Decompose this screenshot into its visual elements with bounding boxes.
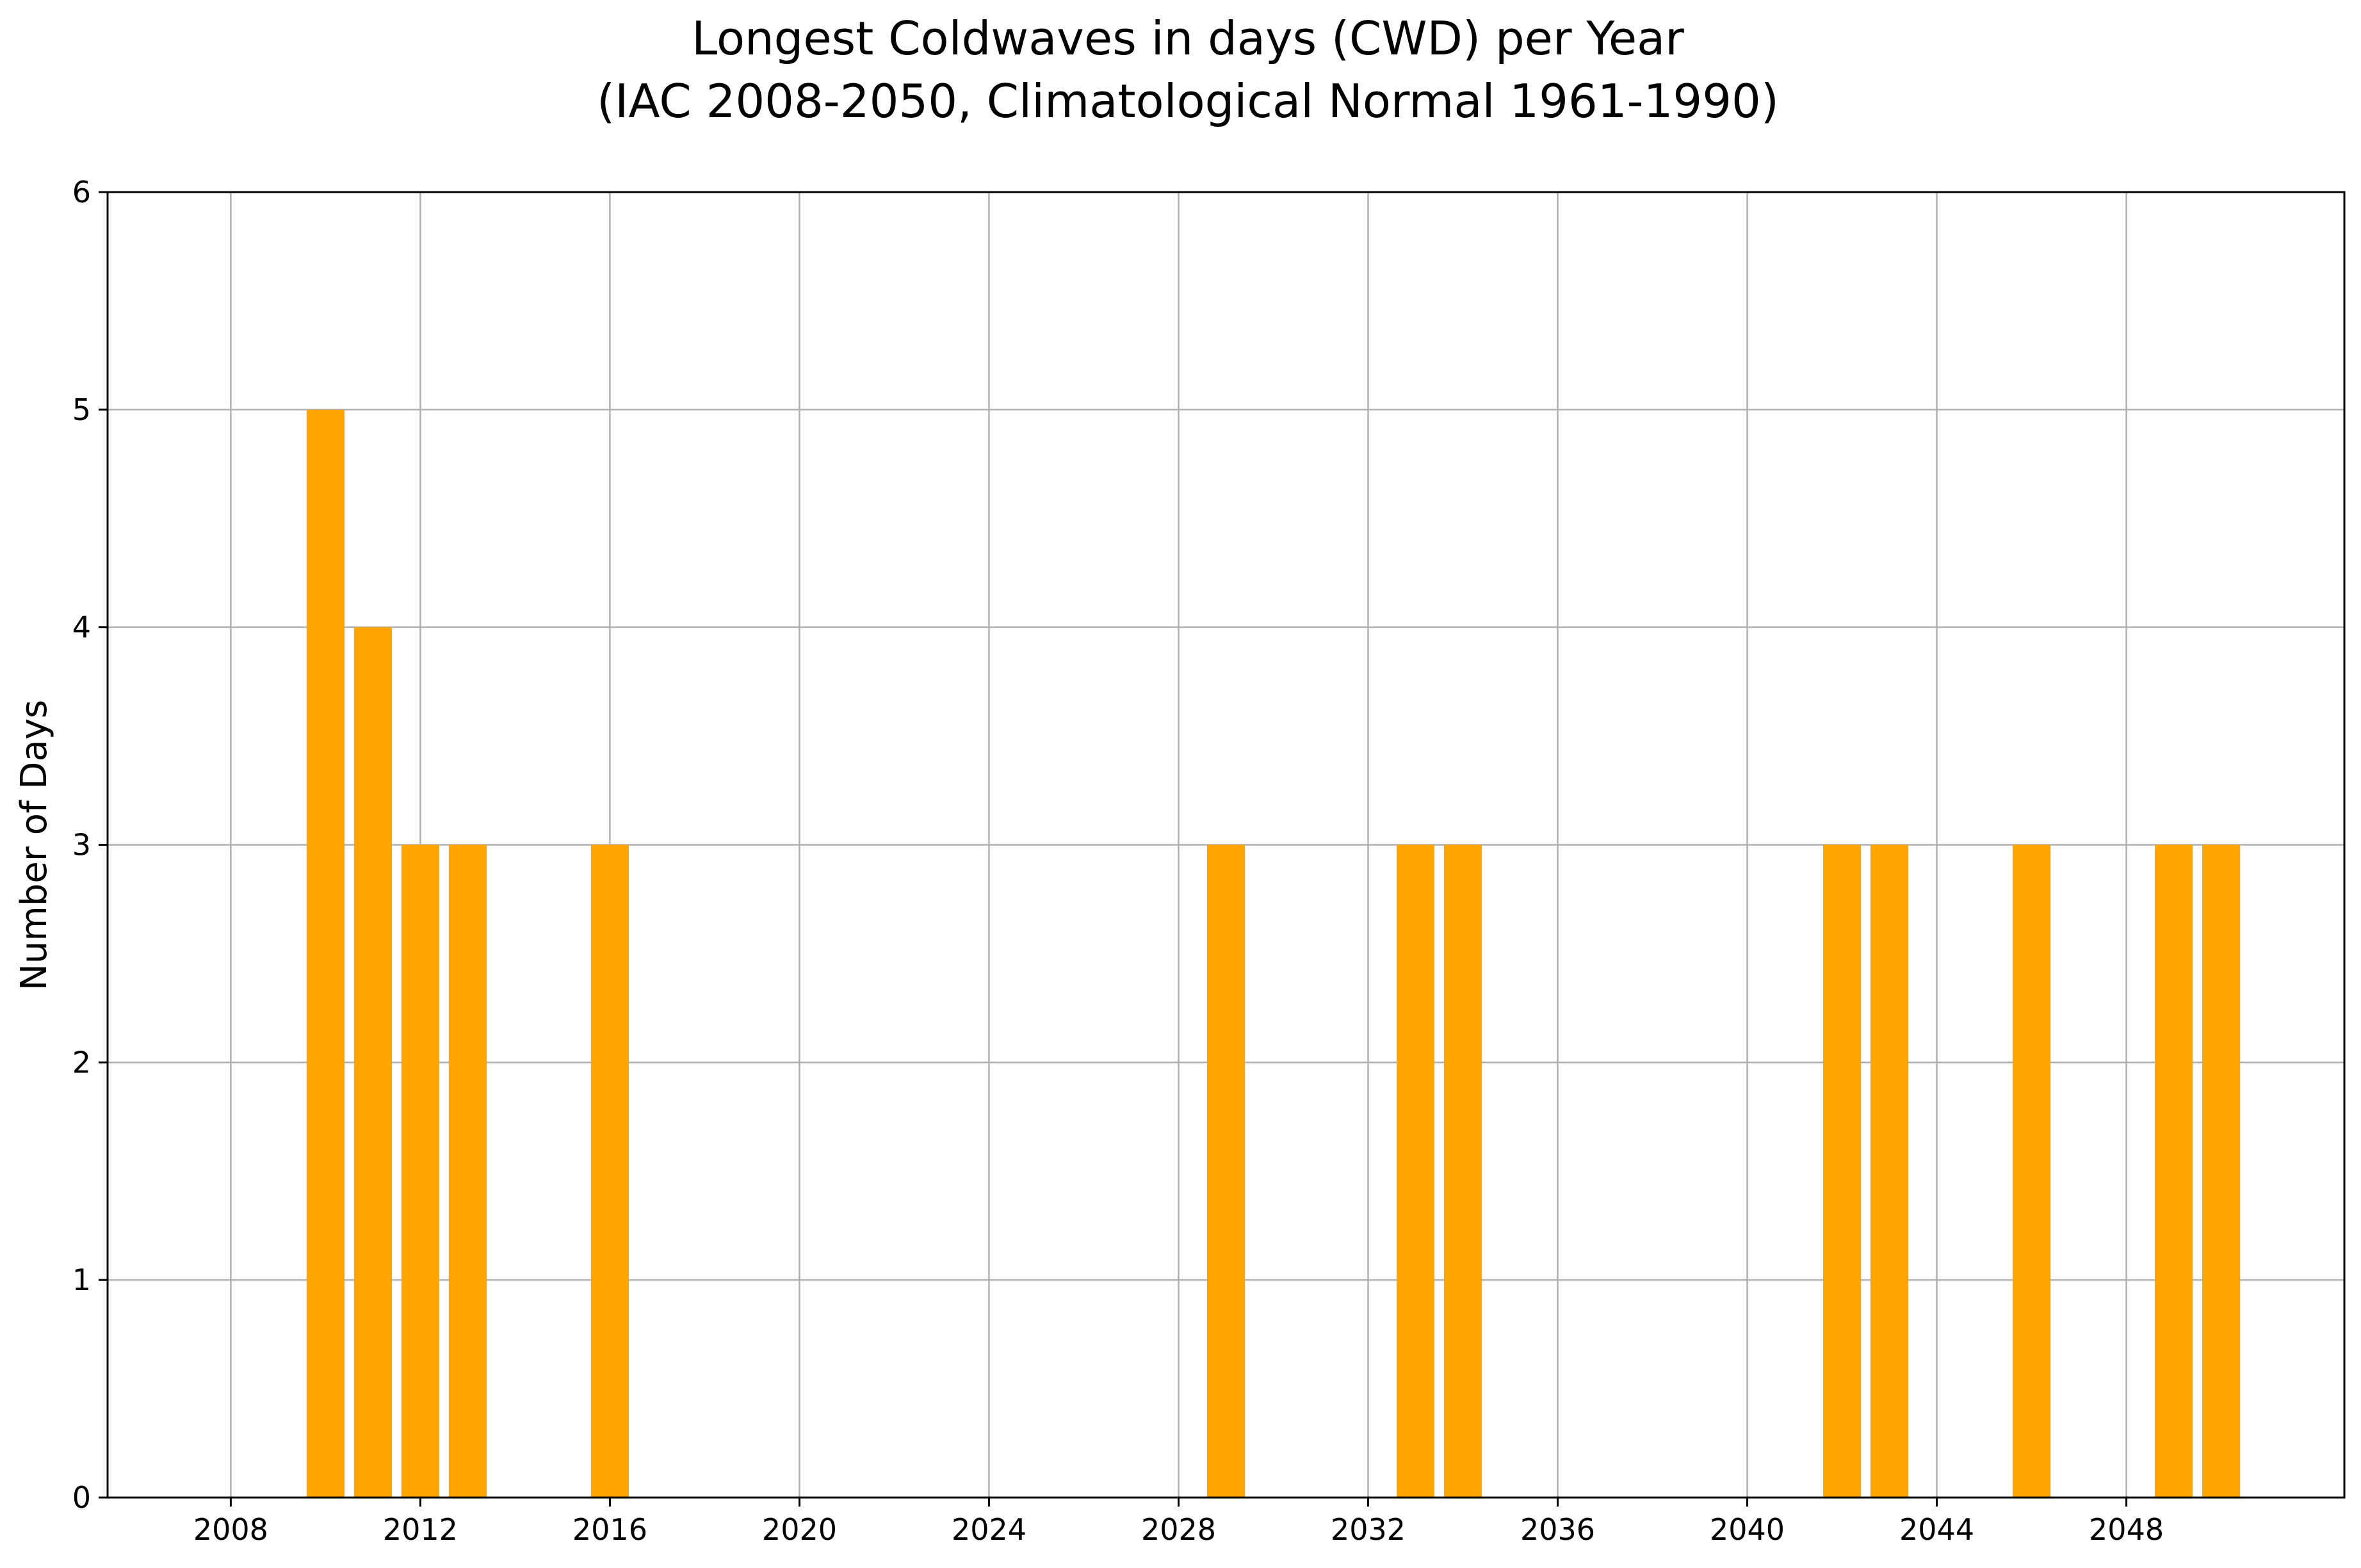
y-tick-label: 0 <box>72 1480 91 1515</box>
chart-title-line-2: (IAC 2008-2050, Climatological Normal 19… <box>597 74 1779 128</box>
bar-2010 <box>306 409 345 1498</box>
y-tick-label: 3 <box>72 828 91 862</box>
plot-area-frame <box>106 191 2346 1499</box>
bar-2042 <box>1822 845 1862 1498</box>
bar-2012 <box>401 845 440 1498</box>
x-tick-label: 2044 <box>1899 1512 1974 1547</box>
x-tick-label: 2020 <box>762 1512 837 1547</box>
bar-2050 <box>2202 845 2241 1498</box>
x-tick-label: 2012 <box>383 1512 458 1547</box>
x-tick-label: 2024 <box>952 1512 1026 1547</box>
y-tick-label: 2 <box>72 1045 91 1079</box>
x-tick-label: 2032 <box>1331 1512 1406 1547</box>
bar-2034 <box>1443 845 1482 1498</box>
bar-2043 <box>1870 845 1909 1498</box>
chart-title-line-1: Longest Coldwaves in days (CWD) per Year <box>692 12 1684 65</box>
bar-2016 <box>590 845 629 1498</box>
y-tick-label: 1 <box>72 1263 91 1297</box>
y-axis-label: Number of Days <box>13 700 55 990</box>
bar-2046 <box>2012 845 2051 1498</box>
x-tick-label: 2036 <box>1520 1512 1595 1547</box>
bar-2013 <box>448 845 487 1498</box>
bars <box>306 409 2241 1498</box>
y-tick-label: 4 <box>72 610 91 645</box>
bar-2049 <box>2154 845 2193 1498</box>
x-tick-label: 2028 <box>1141 1512 1216 1547</box>
x-tick-label: 2048 <box>2089 1512 2164 1547</box>
x-tick-label: 2008 <box>193 1512 268 1547</box>
bar-2011 <box>353 627 393 1498</box>
axis-ticks: 2008 2012 2016 2020 2024 2028 2032 2036 2040 2044… <box>72 175 2164 1547</box>
y-tick-label: 6 <box>72 175 91 209</box>
x-tick-label: 2040 <box>1710 1512 1785 1547</box>
x-tick-label: 2016 <box>572 1512 647 1547</box>
bar-2033 <box>1396 845 1435 1498</box>
y-tick-label: 5 <box>72 392 91 427</box>
bar-2029 <box>1206 845 1245 1498</box>
